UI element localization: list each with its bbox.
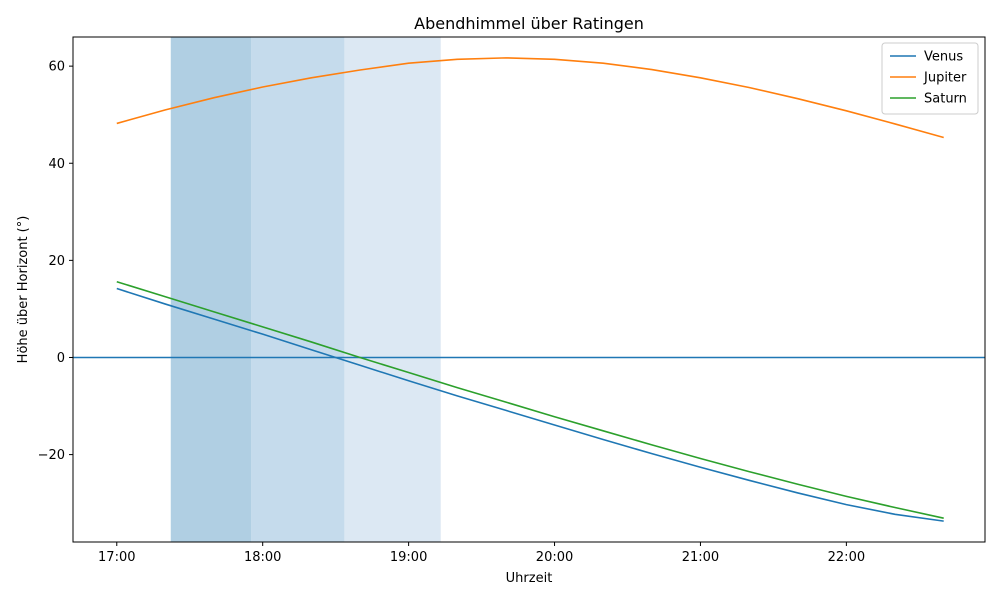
twilight-band-3 xyxy=(344,37,441,542)
twilight-bands xyxy=(170,37,441,542)
series-line-jupiter xyxy=(116,57,944,139)
x-tick-label: 22:00 xyxy=(828,550,865,565)
y-tick-label: 20 xyxy=(48,254,65,269)
x-tick-label: 17:00 xyxy=(98,550,135,565)
chart-title: Abendhimmel über Ratingen xyxy=(414,14,644,33)
legend-label-venus: Venus xyxy=(924,50,963,65)
legend-label-saturn: Saturn xyxy=(924,92,967,107)
y-tick-label: 0 xyxy=(57,351,65,366)
series-lines xyxy=(116,57,944,522)
y-tick-label: 60 xyxy=(48,60,65,75)
legend: Venus Jupiter Saturn xyxy=(881,42,979,115)
y-tick-label: 40 xyxy=(48,157,65,172)
x-tick-label: 21:00 xyxy=(682,550,719,565)
series-line-venus xyxy=(116,287,944,522)
twilight-band-1 xyxy=(170,37,252,542)
y-tick-label: −20 xyxy=(38,448,65,463)
plot-frame xyxy=(72,36,986,543)
y-axis-ticks: −20 0 20 40 60 xyxy=(38,60,73,463)
x-tick-label: 18:00 xyxy=(244,550,281,565)
twilight-band-2 xyxy=(251,37,345,542)
y-axis-label: Höhe über Horizont (°) xyxy=(16,216,31,364)
x-axis-label: Uhrzeit xyxy=(506,571,553,586)
x-tick-label: 19:00 xyxy=(390,550,427,565)
legend-box xyxy=(881,42,979,115)
series-line-saturn xyxy=(116,280,944,519)
legend-label-jupiter: Jupiter xyxy=(923,71,967,86)
x-tick-label: 20:00 xyxy=(536,550,573,565)
x-axis-ticks: 17:00 18:00 19:00 20:00 21:00 22:00 xyxy=(98,542,865,565)
